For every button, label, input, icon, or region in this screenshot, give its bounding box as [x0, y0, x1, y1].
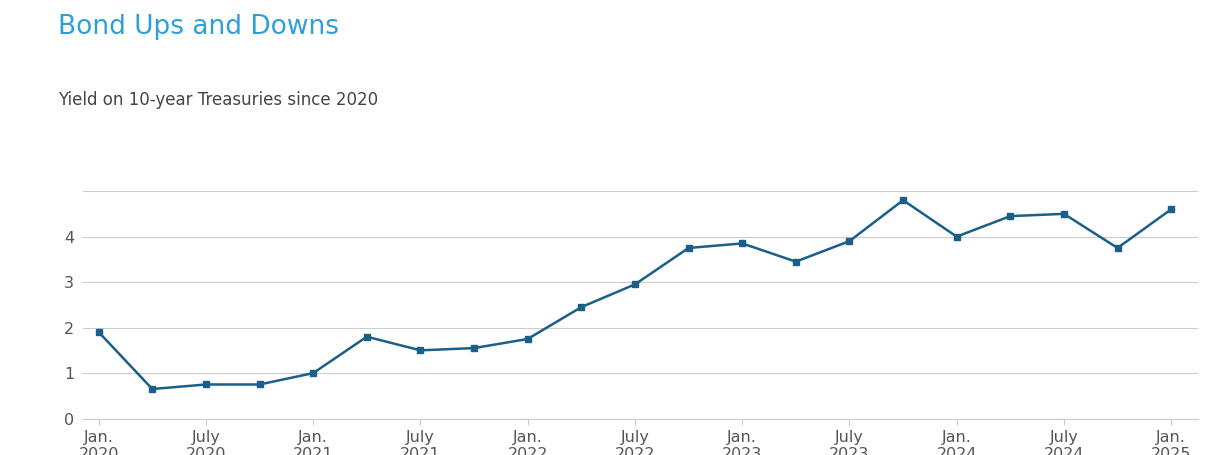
Text: Yield on 10-year Treasuries since 2020: Yield on 10-year Treasuries since 2020 [58, 91, 378, 109]
Text: Bond Ups and Downs: Bond Ups and Downs [58, 14, 339, 40]
